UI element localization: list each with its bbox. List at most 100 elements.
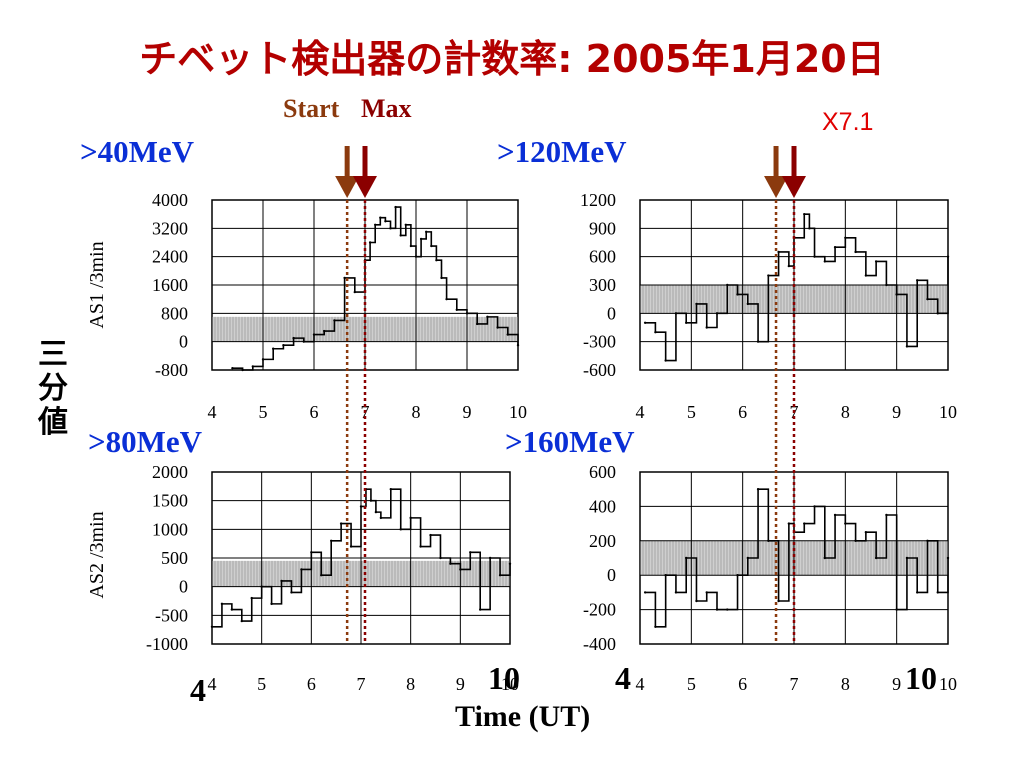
data-point — [455, 308, 458, 311]
energy-label-80mev: >80MeV — [88, 424, 203, 459]
data-point — [250, 596, 253, 600]
y-axis-label: AS2 /3min — [86, 511, 108, 598]
data-point — [516, 344, 520, 347]
y-axis-label: AS1 /3min — [86, 241, 108, 328]
x-axis-label: Time (UT) — [455, 700, 591, 733]
data-point — [430, 244, 433, 248]
data-point — [685, 321, 688, 324]
x-tick-label: 10 — [939, 402, 957, 422]
data-point — [486, 315, 489, 319]
flare-class-label: X7.1 — [822, 108, 874, 136]
max-label: Max — [361, 94, 412, 123]
data-point — [368, 241, 372, 244]
data-point — [844, 236, 847, 239]
data-point — [339, 522, 343, 525]
energy-label-120mev: >120MeV — [497, 134, 627, 169]
data-point — [488, 556, 492, 560]
y-tick-label: -200 — [583, 600, 616, 620]
x-tick-label: 6 — [307, 674, 316, 694]
data-point — [241, 368, 244, 372]
data-point — [803, 212, 806, 216]
data-point — [736, 293, 739, 296]
data-point — [409, 244, 413, 248]
data-point — [787, 264, 791, 268]
y-tick-label: -400 — [583, 634, 616, 654]
data-point — [506, 333, 509, 336]
y-tick-label: 0 — [179, 332, 188, 352]
data-point — [685, 556, 688, 560]
data-point — [292, 336, 295, 340]
big-tick-label: 10 — [905, 660, 937, 696]
data-point — [916, 279, 919, 282]
max-arrow-head — [353, 176, 377, 198]
data-point — [885, 513, 888, 517]
x-tick-label: 9 — [892, 402, 901, 422]
y-tick-label: 600 — [589, 247, 616, 267]
data-point — [767, 539, 770, 542]
y-tick-label: 1200 — [580, 190, 616, 210]
energy-label-160mev: >160MeV — [505, 424, 635, 459]
data-point — [379, 216, 382, 219]
data-point — [419, 545, 422, 548]
data-point — [449, 562, 452, 565]
x-tick-label: 4 — [636, 402, 645, 422]
data-point — [916, 591, 919, 594]
data-point — [280, 579, 283, 583]
side-label: 三 分 値 — [38, 338, 68, 440]
y-tick-label: -500 — [155, 605, 188, 625]
data-point — [508, 562, 512, 565]
data-point — [726, 283, 729, 287]
data-point — [803, 522, 806, 525]
side-label-char: 値 — [38, 405, 68, 440]
x-tick-label: 10 — [509, 402, 527, 422]
x-tick-label: 4 — [208, 402, 217, 422]
data-point — [435, 259, 438, 262]
data-point — [399, 528, 402, 531]
data-point — [726, 608, 729, 611]
data-point — [399, 234, 402, 237]
data-point — [310, 551, 313, 554]
y-tick-label: 2400 — [152, 247, 188, 267]
data-point — [476, 322, 479, 326]
data-point — [210, 625, 214, 628]
data-point — [813, 255, 816, 258]
data-point — [445, 297, 448, 301]
x-tick-label: 6 — [738, 674, 747, 694]
data-point — [414, 255, 418, 258]
x-tick-label: 4 — [208, 674, 217, 694]
data-point — [844, 522, 847, 525]
series-line — [645, 213, 949, 362]
data-point — [479, 608, 482, 611]
data-point — [695, 302, 698, 306]
y-tick-label: 0 — [607, 303, 616, 323]
y-tick-label: 0 — [179, 577, 188, 597]
y-tick-label: -600 — [583, 360, 616, 380]
data-point — [369, 499, 373, 502]
data-point — [936, 312, 939, 315]
y-tick-label: -1000 — [146, 634, 188, 654]
data-point — [823, 260, 826, 263]
data-point — [756, 488, 760, 491]
data-point — [429, 533, 432, 537]
data-point — [777, 250, 780, 254]
data-point — [746, 302, 749, 306]
x-tick-label: 8 — [841, 402, 850, 422]
x-tick-label: 5 — [687, 674, 696, 694]
data-point — [330, 539, 333, 542]
y-tick-label: 400 — [589, 496, 616, 516]
data-point — [787, 522, 791, 525]
x-tick-label: 9 — [892, 674, 901, 694]
data-point — [864, 531, 868, 534]
start-label: Start — [283, 94, 340, 123]
data-point — [459, 568, 462, 571]
data-point — [695, 599, 698, 603]
data-point — [384, 220, 387, 223]
data-point — [270, 602, 273, 606]
data-point — [404, 223, 407, 226]
data-point — [864, 274, 868, 277]
data-point — [498, 574, 502, 577]
data-point — [394, 205, 397, 209]
data-point — [231, 367, 234, 370]
